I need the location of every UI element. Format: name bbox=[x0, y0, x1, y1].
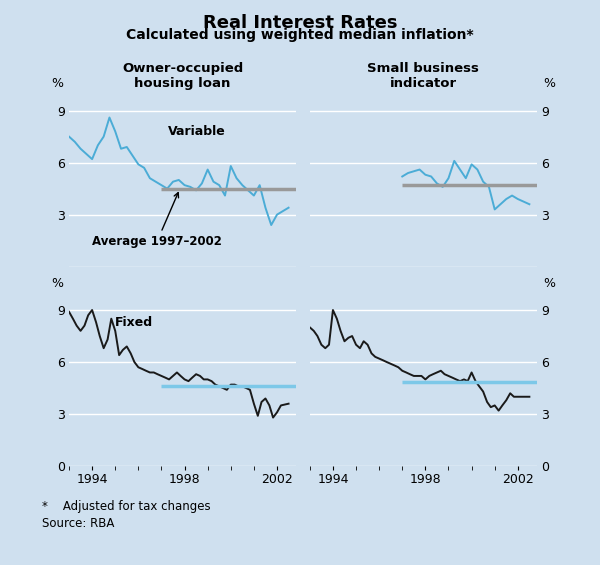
Text: Source: RBA: Source: RBA bbox=[42, 517, 115, 530]
Text: Fixed: Fixed bbox=[115, 316, 154, 329]
Text: Calculated using weighted median inflation*: Calculated using weighted median inflati… bbox=[126, 28, 474, 42]
Text: Real Interest Rates: Real Interest Rates bbox=[203, 14, 397, 32]
Text: Owner-occupied
housing loan: Owner-occupied housing loan bbox=[122, 62, 243, 90]
Text: %: % bbox=[543, 277, 555, 290]
Text: *    Adjusted for tax changes: * Adjusted for tax changes bbox=[42, 500, 211, 513]
Text: Variable: Variable bbox=[169, 125, 226, 138]
Text: Average 1997–2002: Average 1997–2002 bbox=[92, 193, 222, 249]
Text: %: % bbox=[51, 77, 63, 90]
Text: %: % bbox=[51, 277, 63, 290]
Text: %: % bbox=[543, 77, 555, 90]
Text: Small business
indicator: Small business indicator bbox=[367, 62, 479, 90]
